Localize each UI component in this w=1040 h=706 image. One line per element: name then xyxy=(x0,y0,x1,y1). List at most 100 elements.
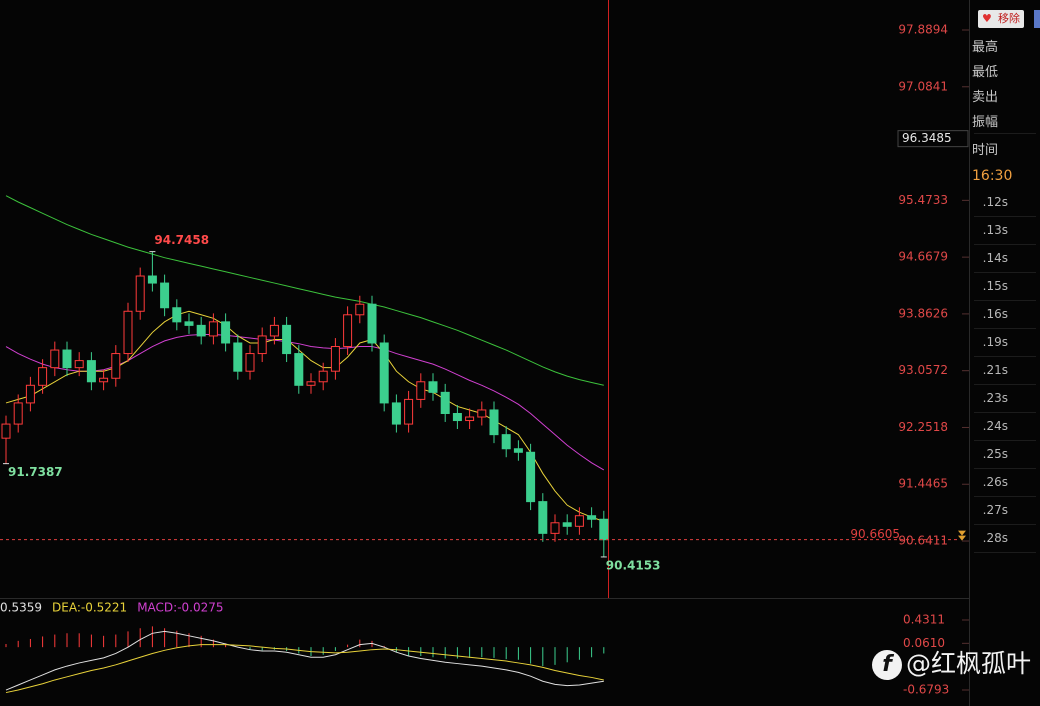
candle-body xyxy=(147,275,157,284)
candle-body xyxy=(233,342,243,372)
list-item: .21s xyxy=(982,363,1008,377)
candle-body xyxy=(160,282,170,309)
candle-body xyxy=(38,367,48,386)
annotation-label: 91.7387 xyxy=(8,465,63,479)
list-item: .25s xyxy=(982,447,1008,461)
candle-body xyxy=(123,310,133,355)
y-tick-label: -0.6793 xyxy=(903,683,949,697)
annotation-label: 90.4153 xyxy=(606,558,661,572)
list-item: .26s xyxy=(982,475,1008,489)
candle-body xyxy=(574,515,584,527)
moving-average xyxy=(5,334,605,471)
candle-body xyxy=(330,346,340,372)
candle-body xyxy=(306,381,316,386)
annotation-label: 94.7458 xyxy=(154,233,209,247)
watermark: f @红枫孤叶 xyxy=(872,644,1031,680)
separator xyxy=(974,552,1036,553)
remove-button[interactable]: 移除 xyxy=(978,10,1024,28)
y-tick-label: 93.8626 xyxy=(898,306,948,320)
y-tick-label: 90.6411 xyxy=(898,534,948,548)
list-item: .28s xyxy=(982,531,1008,545)
time-value: 16:30 xyxy=(972,168,1013,184)
candle-body xyxy=(135,275,145,312)
separator xyxy=(974,244,1036,245)
candle-body xyxy=(538,501,548,534)
candle-body xyxy=(74,360,84,369)
y-tick-label: 97.8894 xyxy=(898,23,948,37)
list-item: .13s xyxy=(982,223,1008,237)
last-price-label: 90.6605 xyxy=(850,527,900,541)
candle-body xyxy=(562,522,572,527)
macd-line xyxy=(5,630,604,691)
separator xyxy=(974,356,1036,357)
candle-body xyxy=(343,314,353,348)
candle-body xyxy=(282,324,292,355)
cursor-price-box xyxy=(897,130,969,148)
separator xyxy=(974,468,1036,469)
candle-body xyxy=(416,381,426,400)
legend-label: 0.5359 xyxy=(0,601,42,615)
field-label: 振幅 xyxy=(972,115,999,130)
y-tick-label: 95.4733 xyxy=(898,193,948,207)
candle-body xyxy=(62,349,72,369)
candle-body xyxy=(404,398,414,425)
y-tick-label: 91.4465 xyxy=(898,477,948,491)
moving-average xyxy=(5,310,604,522)
candle-body xyxy=(550,522,560,534)
candle-body xyxy=(99,377,109,383)
candle-body xyxy=(599,518,609,541)
candle-body xyxy=(391,402,401,425)
candle-body xyxy=(477,409,487,418)
last-price-marker xyxy=(958,530,966,541)
candle-body xyxy=(428,381,438,393)
y-tick-label: 0.4311 xyxy=(903,612,945,626)
y-tick-label: 94.6679 xyxy=(898,250,948,264)
separator xyxy=(974,272,1036,273)
candle-body xyxy=(221,321,231,344)
y-tick-label: 97.0841 xyxy=(898,79,948,93)
candle-body xyxy=(25,384,35,404)
candle-body xyxy=(257,335,267,355)
list-item: .12s xyxy=(982,195,1008,209)
list-item: .24s xyxy=(982,419,1008,433)
candle-body xyxy=(111,353,121,379)
watermark-icon: f xyxy=(872,650,902,680)
candle-body xyxy=(440,391,450,414)
cursor-price-label: 96.3485 xyxy=(902,131,952,145)
list-item: .19s xyxy=(982,335,1008,349)
list-item: .16s xyxy=(982,307,1008,321)
y-tick-label: 92.2518 xyxy=(898,420,948,434)
list-item: .14s xyxy=(982,251,1008,265)
field-label: 卖出 xyxy=(972,90,999,105)
legend-label: DEA:-0.5221 xyxy=(52,601,127,615)
candle-body xyxy=(367,303,377,344)
candle-body xyxy=(294,353,304,386)
legend-label: MACD:-0.0275 xyxy=(137,601,223,615)
candle-body xyxy=(86,360,96,383)
list-item: .15s xyxy=(982,279,1008,293)
watermark-text: @红枫孤叶 xyxy=(906,649,1032,678)
blue-tab[interactable] xyxy=(1034,10,1040,28)
separator xyxy=(974,328,1036,329)
separator xyxy=(974,216,1036,217)
candle-body xyxy=(501,434,511,450)
candle-body xyxy=(208,321,218,337)
candle-body xyxy=(587,515,597,520)
candle-body xyxy=(355,303,365,316)
candle-body xyxy=(184,321,194,326)
list-item: .23s xyxy=(982,391,1008,405)
moving-average xyxy=(5,195,604,386)
candle-body xyxy=(50,349,60,369)
separator xyxy=(974,133,1036,134)
separator xyxy=(974,440,1036,441)
candle-body xyxy=(318,370,328,383)
candle-body xyxy=(13,402,23,425)
candle-body xyxy=(513,448,523,453)
chart: 97.8894 97.0841 95.4733 94.6679 93.8626 93.05… xyxy=(0,0,970,706)
candle-body xyxy=(196,324,206,337)
separator xyxy=(974,384,1036,385)
separator xyxy=(974,496,1036,497)
candle-body xyxy=(245,353,255,372)
